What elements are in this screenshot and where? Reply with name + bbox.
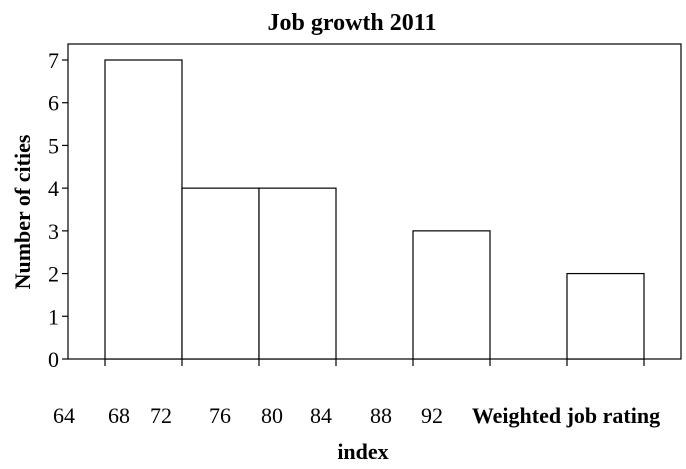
y-tick-label: 4 xyxy=(48,176,59,201)
x-tick-label: 84 xyxy=(310,403,332,428)
histogram-bar xyxy=(566,272,645,360)
chart-title: Job growth 2011 xyxy=(268,10,437,36)
x-tick-label: 64 xyxy=(53,403,75,428)
x-tick-label: 80 xyxy=(261,403,283,428)
y-tick-label: 7 xyxy=(48,48,59,73)
x-tick-label: 76 xyxy=(209,403,231,428)
x-tick-label: 88 xyxy=(370,403,392,428)
y-tick-label: 6 xyxy=(48,91,59,116)
plot-frame xyxy=(67,43,682,360)
histogram-bar xyxy=(412,230,491,360)
x-tick-label: 68 xyxy=(108,403,130,428)
x-axis-label-line2: index xyxy=(337,439,388,464)
y-tick-label: 5 xyxy=(48,133,59,158)
x-axis: 64 68 72 76 80 84 88 92 xyxy=(53,359,645,428)
y-axis: 0 1 2 3 4 5 6 7 xyxy=(48,48,68,372)
x-axis-label-line1: Weighted job rating xyxy=(472,403,660,428)
bars-layer xyxy=(104,59,645,360)
histogram-bar xyxy=(104,59,183,360)
y-tick-label: 1 xyxy=(48,304,59,329)
y-tick-label: 2 xyxy=(48,262,59,287)
y-axis-label: Number of cities xyxy=(10,134,35,289)
histogram-bar xyxy=(258,187,337,360)
histogram-bar xyxy=(181,187,260,360)
y-tick-label: 3 xyxy=(48,219,59,244)
x-tick-label: 92 xyxy=(421,403,443,428)
x-tick-label: 72 xyxy=(150,403,172,428)
y-tick-label: 0 xyxy=(48,347,59,372)
